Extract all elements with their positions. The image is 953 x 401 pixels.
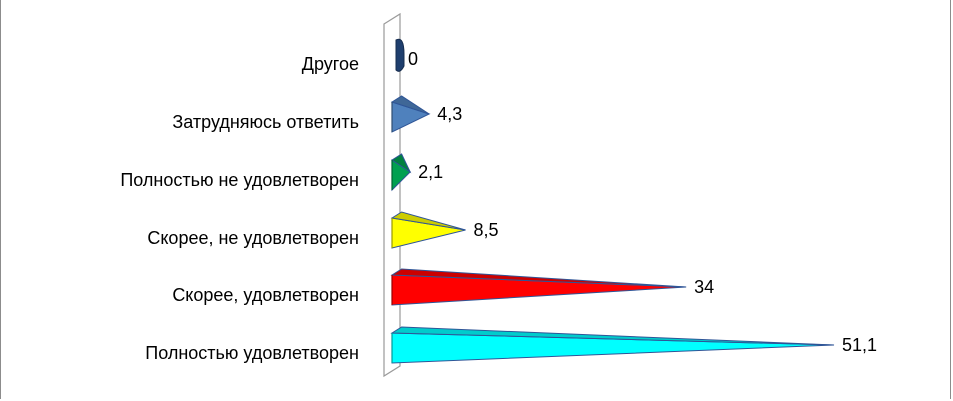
bar-top-face xyxy=(390,211,466,231)
value-label: 8,5 xyxy=(474,220,499,240)
category-label: Полностью не удовлетворен xyxy=(120,170,359,190)
category-label: Скорее, удовлетворен xyxy=(172,285,359,305)
category-label: Затрудняюсь ответить xyxy=(172,112,359,132)
bar-top-face xyxy=(390,326,835,346)
category-label: Другое xyxy=(302,54,359,74)
bar-5 xyxy=(390,326,835,364)
bar-top-face xyxy=(390,95,430,115)
value-label: 34 xyxy=(694,277,714,297)
value-label: 2,1 xyxy=(418,162,443,182)
bar-2 xyxy=(391,153,412,192)
category-label: Скорее, не удовлетворен xyxy=(147,228,359,248)
bars-group xyxy=(390,38,835,364)
value-label: 0 xyxy=(408,49,418,69)
bar-1 xyxy=(390,95,431,133)
bar-top-face xyxy=(390,268,687,288)
bar-top-face xyxy=(391,153,412,174)
labels-group: Другое 0 Затрудняюсь ответить 4,3 Полностью … xyxy=(120,49,877,363)
bar-3 xyxy=(390,211,466,249)
category-label: Полностью удовлетворен xyxy=(145,343,359,363)
value-label: 51,1 xyxy=(842,335,877,355)
bar-0 xyxy=(395,38,405,72)
value-label: 4,3 xyxy=(437,104,462,124)
bar-4 xyxy=(390,268,687,306)
